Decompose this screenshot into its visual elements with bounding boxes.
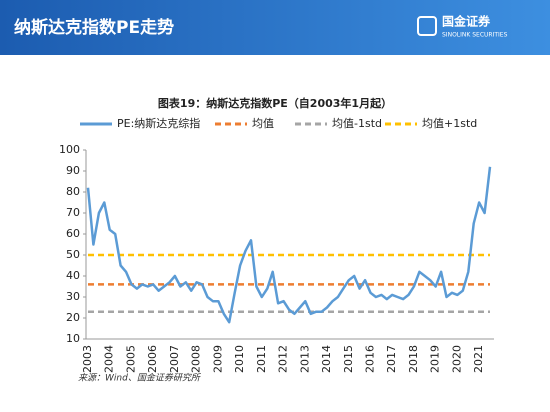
logo-sub: SINOLINK SECURITIES (442, 32, 508, 39)
y-tick-label: 100 (59, 143, 80, 156)
chart-title: 图表19：纳斯达克指数PE（自2003年1月起） (158, 96, 392, 110)
y-tick-label: 90 (66, 164, 80, 177)
x-tick-label: 2006 (146, 345, 159, 373)
logo-name: 国金证券 (442, 14, 491, 29)
x-tick-label: 2021 (472, 345, 485, 373)
x-tick-label: 2016 (363, 345, 376, 373)
x-tick-label: 2011 (255, 345, 268, 373)
y-tick-label: 20 (66, 311, 80, 324)
x-tick-label: 2017 (385, 345, 398, 373)
y-tick-label: 30 (66, 290, 80, 303)
y-tick-label: 10 (66, 332, 80, 345)
x-tick-label: 2019 (429, 345, 442, 373)
x-tick-label: 2014 (320, 345, 333, 373)
page-title: 纳斯达克指数PE走势 (14, 17, 174, 38)
data-line (86, 166, 492, 324)
x-tick-label: 2003 (81, 345, 94, 373)
x-tick-label: 2005 (124, 345, 137, 373)
x-tick-label: 2015 (342, 345, 355, 373)
y-tick-label: 70 (66, 206, 80, 219)
logo-icon (417, 16, 437, 36)
x-tick-label: 2012 (277, 345, 290, 373)
x-tick-label: 2018 (407, 345, 420, 373)
x-tick-label: 2008 (190, 345, 203, 373)
y-tick-label: 60 (66, 227, 80, 240)
x-tick-label: 2009 (211, 345, 224, 373)
legend-label: 均值-1std (332, 117, 382, 130)
y-tick-label: 40 (66, 269, 80, 282)
source: 来源：Wind、国金证券研究所 (78, 373, 202, 384)
x-tick-label: 2010 (233, 345, 246, 373)
y-tick-label: 50 (66, 248, 80, 261)
x-tick-label: 2020 (450, 345, 463, 373)
legend-label: PE:纳斯达克综指 (117, 116, 200, 130)
x-tick-label: 2004 (103, 345, 116, 373)
x-tick-label: 2007 (168, 345, 181, 373)
x-tick-label: 2013 (298, 345, 311, 373)
legend-label: 均值 (252, 117, 274, 130)
legend-label: 均值+1std (422, 117, 477, 130)
banner (0, 0, 550, 55)
y-tick-label: 80 (66, 185, 80, 198)
